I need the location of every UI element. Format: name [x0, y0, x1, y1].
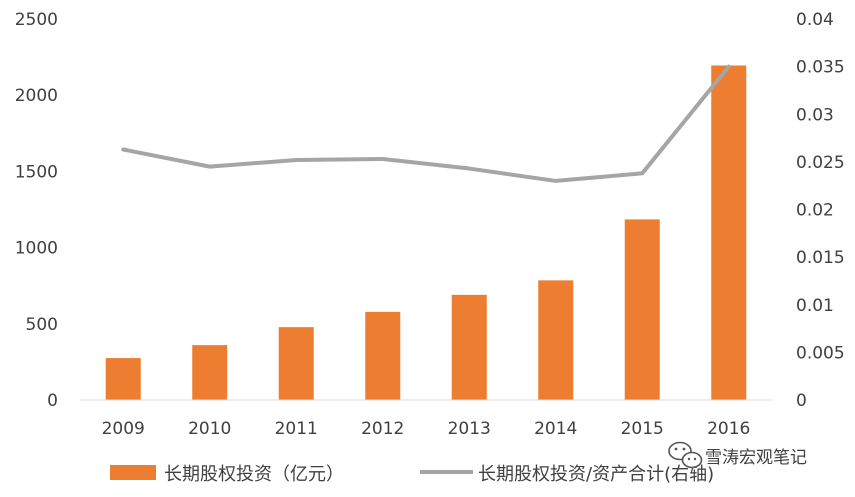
x-tick-label: 2009	[102, 419, 145, 439]
x-tick-label: 2010	[188, 419, 231, 439]
x-tick-label: 2015	[621, 419, 664, 439]
series-line	[121, 64, 731, 183]
y-right-tick-label: 0.025	[796, 153, 845, 173]
x-tick-label: 2013	[448, 419, 491, 439]
bar-series	[105, 65, 747, 401]
y-left-tick-label: 2000	[15, 86, 58, 106]
y-right-tick-label: 0.04	[796, 10, 834, 30]
y-left-tick-label: 1000	[15, 239, 58, 259]
legend-label-line: 长期股权投资/资产合计(右轴)	[478, 464, 714, 485]
x-tick-label: 2012	[361, 419, 404, 439]
wechat-icon	[668, 441, 703, 469]
bar	[451, 294, 487, 400]
bar	[105, 358, 141, 400]
bar	[538, 280, 574, 400]
line-series	[121, 64, 731, 183]
y-right-tick-label: 0.015	[796, 248, 845, 268]
watermark-text: 雪涛宏观笔记	[705, 448, 807, 468]
y-right-tick-label: 0	[796, 391, 807, 411]
watermark: 雪涛宏观笔记	[668, 441, 807, 469]
y-right-tick-label: 0.035	[796, 58, 845, 78]
bar	[365, 311, 401, 400]
y-left-tick-label: 1500	[15, 162, 58, 182]
bar	[192, 345, 228, 400]
legend: 长期股权投资（亿元） 长期股权投资/资产合计(右轴)	[110, 464, 714, 485]
y-left-tick-label: 0	[47, 391, 58, 411]
x-tick-label: 2016	[707, 419, 750, 439]
bar	[278, 327, 314, 400]
x-tick-label: 2011	[275, 419, 318, 439]
x-tick-label: 2014	[534, 419, 577, 439]
legend-swatch-bar	[110, 465, 156, 480]
y-right-axis: 0 0.005 0.01 0.015 0.02 0.025 0.03 0.035 0.04	[796, 10, 845, 411]
y-left-tick-label: 2500	[15, 10, 58, 30]
y-right-tick-label: 0.005	[796, 343, 845, 363]
y-left-axis: 0 500 1000 1500 2000 2500	[15, 10, 58, 411]
bar	[624, 219, 660, 400]
y-left-tick-label: 500	[26, 315, 58, 335]
x-axis: 2009 2010 2011 2012 2013 2014 2015 2016	[102, 419, 751, 439]
y-right-tick-label: 0.01	[796, 296, 834, 316]
y-right-tick-label: 0.03	[796, 105, 834, 125]
legend-label-bar: 长期股权投资（亿元）	[164, 464, 344, 485]
y-right-tick-label: 0.02	[796, 201, 834, 221]
bar	[711, 65, 747, 401]
